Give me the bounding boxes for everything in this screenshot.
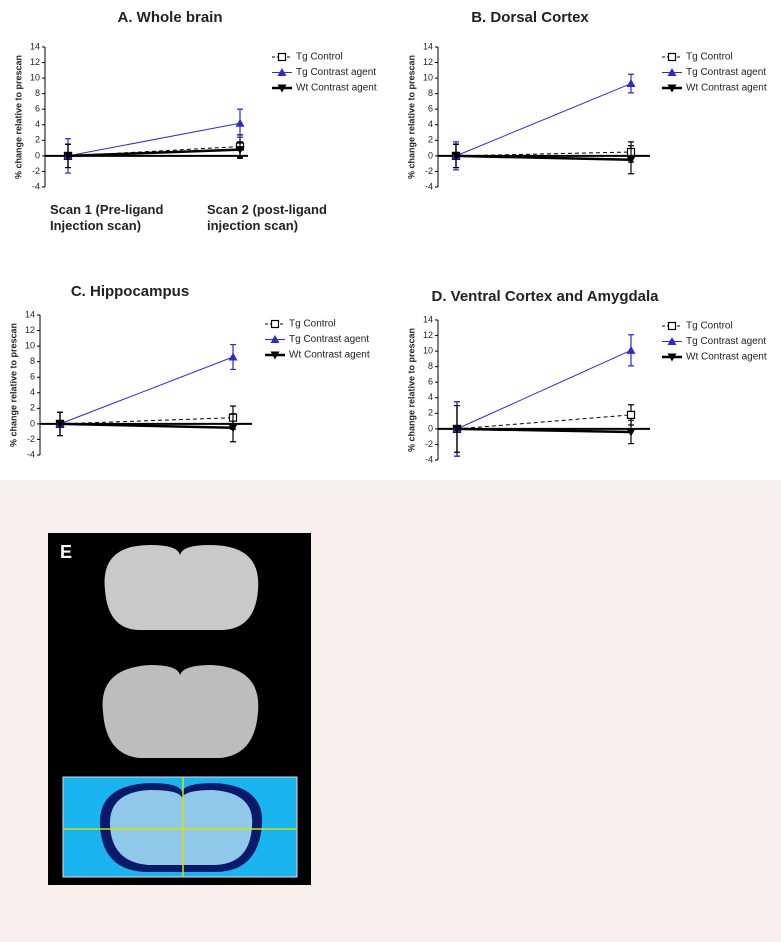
y-tick-label: 14 [25, 309, 35, 319]
legend-label: Tg Control [686, 321, 733, 332]
y-tick-label: -2 [27, 434, 35, 444]
y-tick-label: 0 [30, 418, 35, 428]
y-axis-label: % change relative to prescan [406, 55, 416, 179]
figure-canvas: E A. Whole brain % change relative to pre… [0, 0, 781, 942]
y-axis-label: % change relative to prescan [13, 55, 23, 179]
brain-slice [105, 545, 259, 630]
legend-label: Wt Contrast agent [686, 352, 767, 363]
y-tick-label: 2 [428, 408, 433, 418]
y-tick-label: 10 [25, 340, 35, 350]
panel-e: E [48, 533, 311, 885]
marker [272, 321, 279, 328]
chart-title: D. Ventral Cortex and Amygdala [431, 288, 659, 305]
y-tick-label: 8 [35, 88, 40, 98]
marker [279, 54, 286, 61]
chart-title: C. Hippocampus [71, 283, 189, 300]
legend-label: Tg Contrast agent [296, 67, 376, 78]
y-tick-label: 12 [423, 330, 433, 340]
y-tick-label: 0 [35, 150, 40, 160]
legend-label: Tg Control [686, 52, 733, 63]
y-tick-label: 10 [423, 345, 433, 355]
marker [669, 54, 676, 61]
y-tick-label: -2 [425, 166, 433, 176]
y-tick-label: -2 [32, 166, 40, 176]
chart-title: A. Whole brain [118, 9, 223, 26]
legend-label: Tg Control [296, 52, 343, 63]
y-tick-label: -4 [425, 454, 433, 464]
marker [628, 411, 635, 418]
y-tick-label: 2 [428, 135, 433, 145]
y-tick-label: 8 [428, 361, 433, 371]
y-tick-label: 8 [30, 356, 35, 366]
y-tick-label: 4 [30, 387, 35, 397]
y-axis-label: % change relative to prescan [8, 323, 18, 447]
y-tick-label: 10 [423, 72, 433, 82]
brain-slice [103, 665, 259, 758]
y-tick-label: 12 [30, 57, 40, 67]
y-tick-label: 4 [428, 392, 433, 402]
brain-map [110, 790, 252, 865]
legend-label: Tg Control [289, 319, 336, 330]
y-tick-label: -4 [32, 181, 40, 191]
y-tick-label: -2 [425, 439, 433, 449]
y-tick-label: 14 [423, 314, 433, 324]
x-tick-label: Scan 2 (post-ligand injection scan) [207, 202, 327, 234]
y-axis-label: % change relative to prescan [406, 328, 416, 452]
y-tick-label: 6 [30, 372, 35, 382]
x-tick-label: Scan 1 (Pre-ligand Injection scan) [50, 202, 170, 234]
y-tick-label: 6 [428, 377, 433, 387]
figure: E A. Whole brain % change relative to pre… [0, 0, 781, 942]
y-tick-label: -4 [425, 181, 433, 191]
y-tick-label: 12 [25, 325, 35, 335]
y-tick-label: 10 [30, 72, 40, 82]
panel-label: E [60, 542, 72, 562]
y-tick-label: 14 [30, 41, 40, 51]
legend-label: Tg Contrast agent [289, 334, 369, 345]
y-tick-label: -4 [27, 449, 35, 459]
y-tick-label: 4 [35, 119, 40, 129]
y-tick-label: 2 [35, 135, 40, 145]
y-tick-label: 2 [30, 403, 35, 413]
legend-label: Wt Contrast agent [289, 350, 370, 361]
y-tick-label: 4 [428, 119, 433, 129]
legend-label: Tg Contrast agent [686, 67, 766, 78]
legend-label: Wt Contrast agent [686, 83, 767, 94]
y-tick-label: 8 [428, 88, 433, 98]
chart-title: B. Dorsal Cortex [471, 9, 589, 26]
y-tick-label: 12 [423, 57, 433, 67]
legend-label: Tg Contrast agent [686, 336, 766, 347]
y-tick-label: 0 [428, 423, 433, 433]
y-tick-label: 0 [428, 150, 433, 160]
y-tick-label: 6 [428, 104, 433, 114]
marker [669, 323, 676, 330]
y-tick-label: 6 [35, 104, 40, 114]
y-tick-label: 14 [423, 41, 433, 51]
legend-label: Wt Contrast agent [296, 83, 377, 94]
